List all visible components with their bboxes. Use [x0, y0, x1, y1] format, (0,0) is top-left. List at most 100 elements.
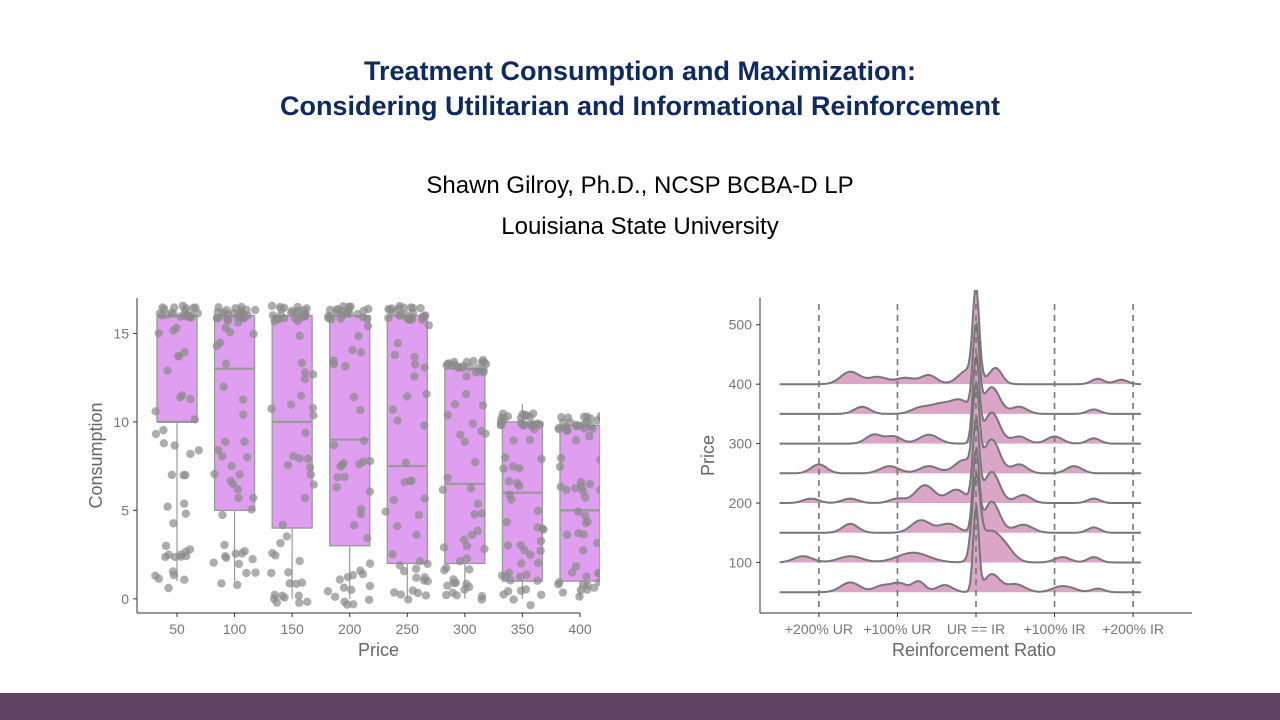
data-point — [451, 578, 461, 588]
data-point — [477, 509, 486, 518]
data-point — [499, 464, 508, 473]
data-point — [218, 510, 227, 520]
data-point — [186, 394, 195, 404]
data-point — [455, 556, 465, 566]
data-point — [270, 590, 279, 600]
data-point — [277, 304, 286, 314]
data-point — [303, 597, 312, 607]
box-body — [156, 315, 198, 423]
data-point — [227, 461, 236, 471]
data-point — [282, 532, 292, 541]
data-point — [340, 472, 350, 482]
jitter-points-150 — [267, 301, 319, 608]
data-point — [537, 454, 546, 464]
data-point — [270, 316, 279, 326]
data-point — [460, 437, 470, 447]
data-point — [443, 581, 452, 590]
data-point — [293, 316, 303, 326]
data-point — [169, 303, 179, 312]
data-point — [533, 558, 543, 568]
data-point — [306, 470, 316, 479]
data-point — [267, 301, 277, 311]
jitter-points-400 — [554, 411, 600, 601]
data-point — [300, 374, 310, 384]
data-point — [596, 455, 600, 464]
data-point — [176, 312, 185, 321]
data-point — [234, 493, 243, 503]
data-point — [347, 585, 356, 595]
data-point — [161, 552, 170, 562]
data-point — [358, 569, 368, 579]
x-tick-label: 250 — [396, 621, 420, 637]
data-point — [389, 495, 399, 505]
data-point — [326, 312, 335, 321]
data-point — [214, 445, 223, 455]
data-point — [300, 309, 309, 319]
data-point — [221, 437, 230, 447]
data-point — [459, 535, 469, 544]
data-point — [480, 544, 489, 554]
data-point — [509, 436, 518, 445]
ridge-line — [779, 470, 1141, 564]
jitter-points-350 — [496, 409, 548, 610]
ridge-line — [779, 290, 1141, 386]
data-point — [533, 576, 542, 586]
data-point — [477, 358, 487, 367]
data-point — [279, 314, 289, 323]
data-point — [348, 570, 358, 580]
box-body — [213, 315, 256, 512]
jitter-points-200 — [323, 302, 375, 609]
x-tick-label: 350 — [511, 621, 535, 637]
ridge-line — [779, 321, 1141, 415]
data-point — [393, 416, 402, 425]
data-point — [421, 591, 431, 600]
footer-bar — [0, 693, 1280, 720]
data-point — [578, 546, 588, 555]
ridge-area — [779, 290, 1141, 385]
data-point — [496, 420, 506, 430]
x-axis-title: Price — [358, 640, 399, 660]
data-point — [452, 591, 461, 600]
data-point — [359, 436, 369, 445]
data-point — [555, 462, 565, 472]
data-point — [473, 499, 483, 509]
data-point — [536, 546, 545, 555]
data-point — [585, 432, 594, 441]
y-axis-title: Consumption — [86, 402, 106, 508]
data-point — [303, 454, 312, 464]
y-tick-label: 100 — [729, 554, 753, 570]
data-point — [525, 435, 535, 445]
data-point — [308, 403, 318, 413]
data-point — [563, 425, 572, 435]
data-point — [169, 519, 178, 528]
data-point — [517, 559, 526, 568]
data-point — [412, 573, 421, 582]
data-point — [404, 595, 413, 604]
data-point — [340, 597, 349, 606]
data-point — [247, 505, 256, 514]
box-body — [559, 424, 600, 582]
data-point — [159, 439, 169, 448]
data-point — [355, 459, 364, 469]
data-point — [442, 590, 451, 600]
y-tick-label: 5 — [121, 502, 129, 518]
data-point — [300, 368, 310, 377]
data-point — [278, 591, 287, 600]
data-point — [296, 391, 306, 400]
data-point — [180, 499, 189, 508]
x-tick-label: 100 — [223, 621, 247, 637]
data-point — [219, 382, 228, 391]
data-point — [339, 583, 349, 592]
data-point — [522, 570, 531, 579]
data-point — [358, 313, 368, 322]
data-point — [499, 413, 509, 423]
ridge-line — [779, 445, 1141, 534]
data-point — [309, 480, 319, 489]
data-point — [537, 590, 546, 599]
x-axis-title: Reinforcement Ratio — [892, 640, 1056, 660]
data-point — [365, 581, 375, 591]
data-point — [186, 449, 195, 459]
data-point — [465, 565, 474, 574]
data-point — [180, 575, 189, 584]
data-point — [571, 483, 580, 493]
